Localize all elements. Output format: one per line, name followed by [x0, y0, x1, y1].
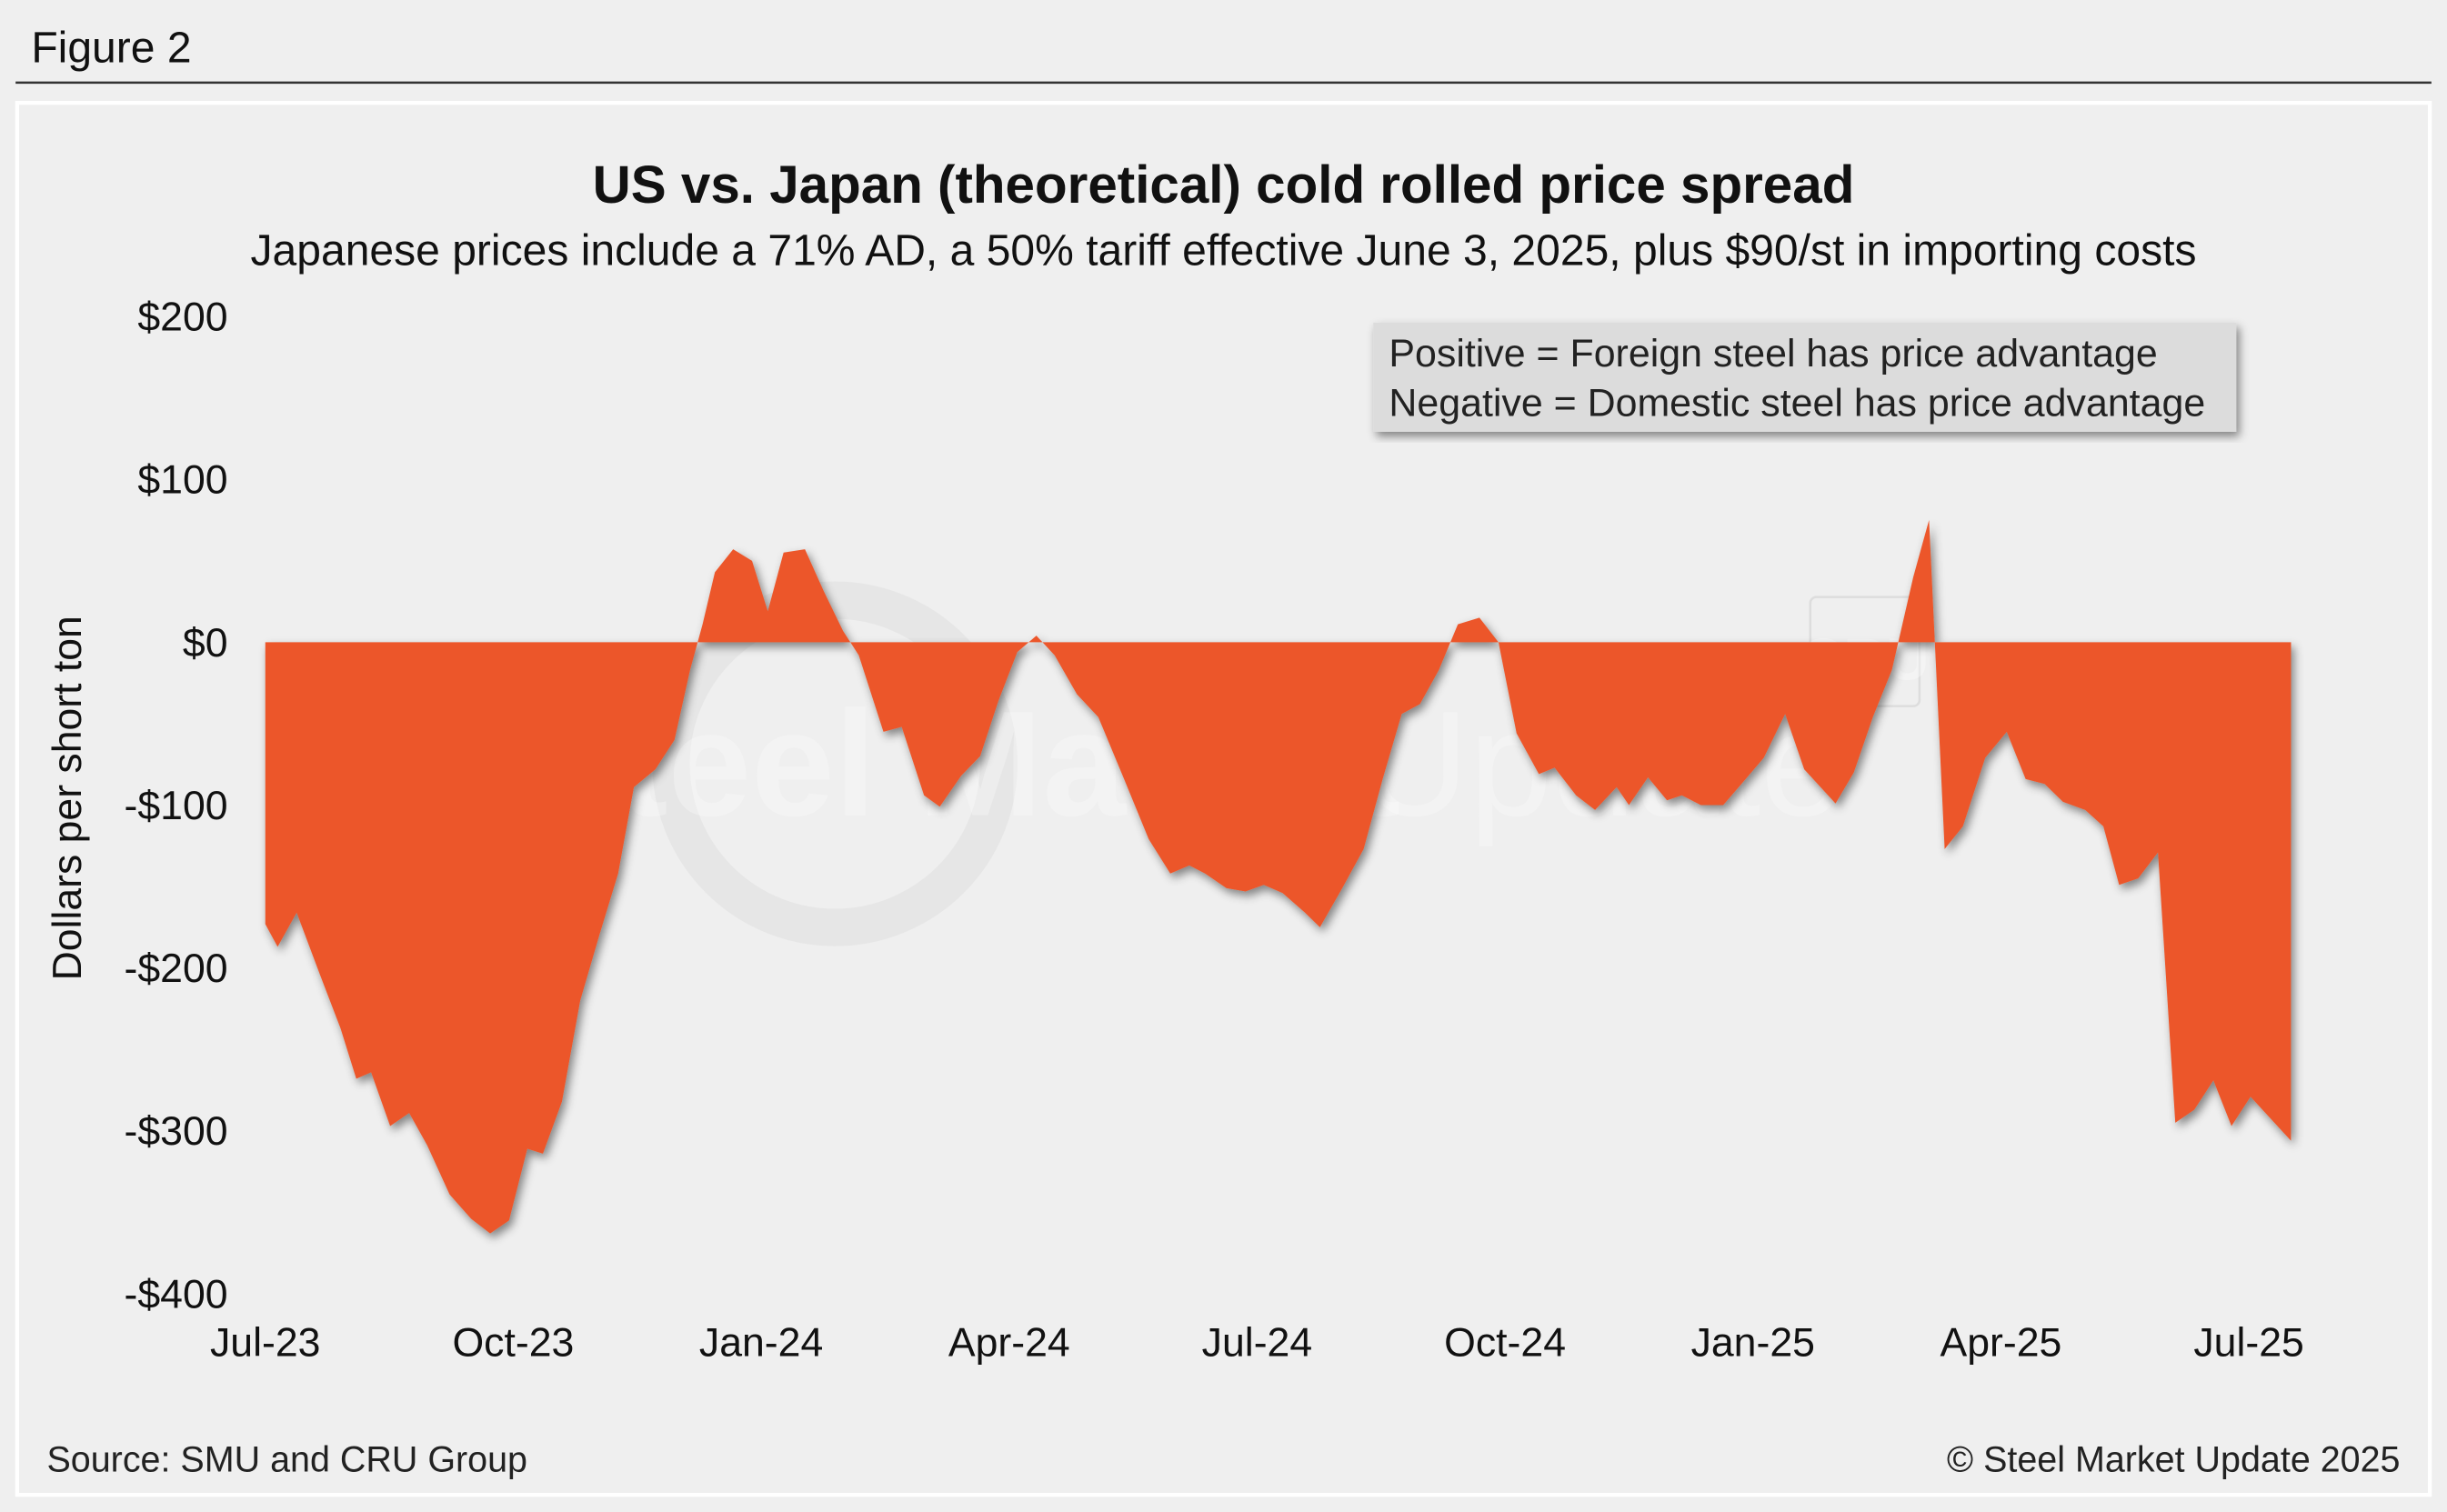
legend-background — [1373, 322, 2237, 432]
y-tick-label: $100 — [137, 458, 227, 503]
y-tick-label: -$400 — [124, 1272, 227, 1317]
x-tick-label: Jul-23 — [210, 1321, 320, 1366]
x-tick-label: Jan-25 — [1691, 1321, 1815, 1366]
plot-area — [265, 519, 2292, 1234]
chart-subtitle: Japanese prices include a 71% AD, a 50% … — [251, 226, 2197, 275]
chart-title: US vs. Japan (theoretical) cold rolled p… — [593, 155, 1855, 215]
y-axis-ticks: $200 $100 $0 -$100 -$200 -$300 -$400 — [124, 295, 227, 1317]
legend-box: Positive = Foreign steel has price advan… — [1373, 322, 2237, 432]
figure-label: Figure 2 — [31, 25, 191, 73]
y-tick-label: -$100 — [124, 784, 227, 828]
legend-line-positive: Positive = Foreign steel has price advan… — [1389, 332, 2157, 375]
legend-line-negative: Negative = Domestic steel has price adva… — [1389, 382, 2205, 426]
source-note: Source: SMU and CRU Group — [46, 1439, 527, 1479]
x-tick-label: Jul-24 — [1202, 1321, 1312, 1366]
y-tick-label: -$300 — [124, 1109, 227, 1154]
x-tick-label: Oct-24 — [1444, 1321, 1566, 1366]
y-tick-label: $200 — [137, 295, 227, 339]
x-tick-label: Oct-23 — [452, 1321, 574, 1366]
x-axis-ticks: Jul-23 Oct-23 Jan-24 Apr-24 Jul-24 Oct-24 Jan-… — [210, 1321, 2304, 1366]
spread-area — [265, 519, 2292, 1234]
copyright-note: © Steel Market Update 2025 — [1947, 1439, 2400, 1479]
y-axis-label: Dollars per short ton — [45, 616, 90, 980]
x-tick-label: Jul-25 — [2193, 1321, 2303, 1366]
x-tick-label: Apr-24 — [948, 1321, 1070, 1366]
y-tick-label: -$200 — [124, 946, 227, 991]
x-tick-label: Jan-24 — [699, 1321, 823, 1366]
y-tick-label: $0 — [183, 621, 228, 666]
x-tick-label: Apr-25 — [1941, 1321, 2062, 1366]
watermark-ring — [652, 581, 1018, 946]
